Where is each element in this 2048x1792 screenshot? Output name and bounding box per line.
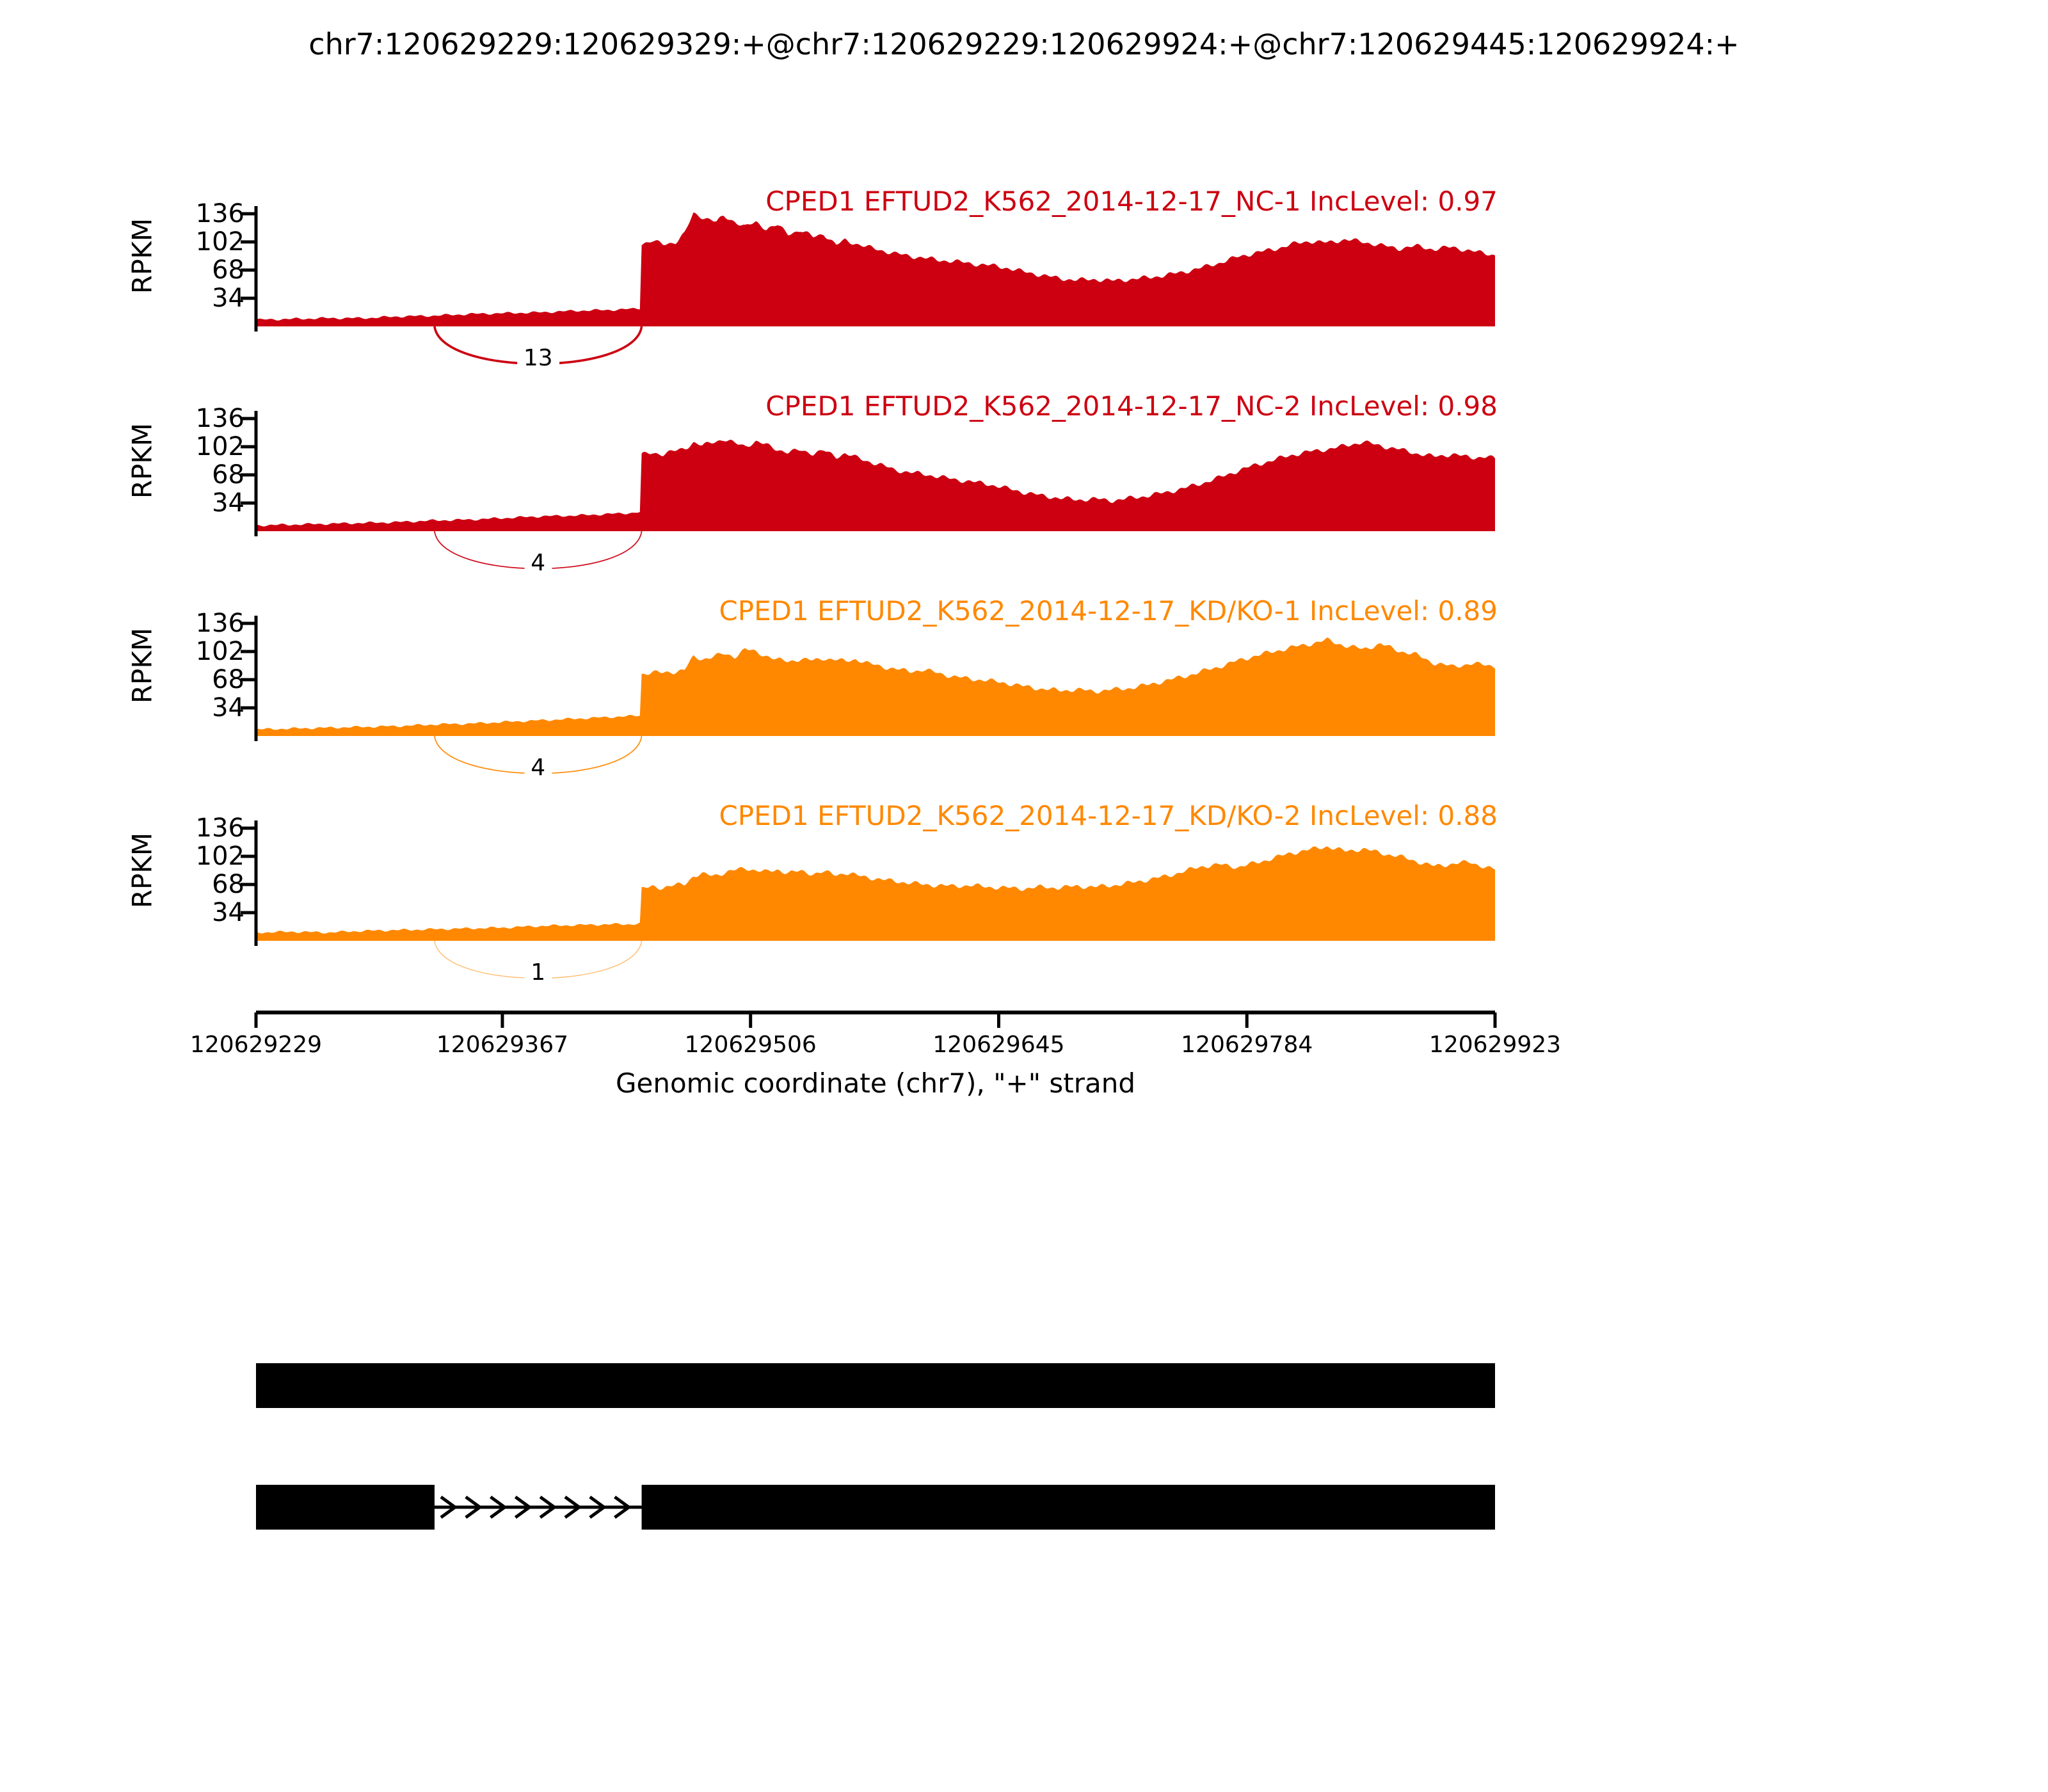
y-tick-label: 34: [212, 284, 244, 313]
track-label: CPED1 EFTUD2_K562_2014-12-17_KD/KO-2 Inc…: [719, 800, 1498, 831]
coverage-area-KD/KO-2: [256, 846, 1495, 941]
strand-arrow-icon: [514, 1495, 532, 1519]
coverage-area-NC-1: [256, 212, 1495, 326]
strand-arrow-icon: [490, 1495, 508, 1519]
x-tick-label: 120629645: [932, 1032, 1065, 1058]
y-tick-label: 136: [195, 813, 244, 843]
x-tick-label: 120629506: [684, 1032, 817, 1058]
coverage-area-KD/KO-1: [256, 637, 1495, 736]
y-tick-label: 68: [212, 255, 244, 285]
y-tick-label: 136: [195, 404, 244, 433]
strand-arrow-icon: [614, 1495, 632, 1519]
strand-arrow-icon: [539, 1495, 557, 1519]
x-tick-label: 120629923: [1428, 1032, 1562, 1058]
y-tick-label: 136: [195, 199, 244, 228]
y-tick-label: 102: [195, 637, 244, 666]
strand-arrow-icon: [564, 1495, 582, 1519]
y-tick-label: 68: [212, 460, 244, 490]
coverage-track-nc-2: CPED1 EFTUD2_K562_2014-12-17_NC-2 IncLev…: [0, 390, 2048, 608]
coverage-track-kdko-1: CPED1 EFTUD2_K562_2014-12-17_KD/KO-1 Inc…: [0, 595, 2048, 813]
strand-arrow-icon: [440, 1495, 458, 1519]
y-axis-label: RPKM: [126, 422, 158, 499]
exon-box-isoform-skipping: [256, 1485, 435, 1530]
track-label: CPED1 EFTUD2_K562_2014-12-17_NC-1 IncLev…: [765, 186, 1498, 217]
y-tick-label: 68: [212, 665, 244, 694]
x-tick-label: 120629784: [1181, 1032, 1313, 1058]
x-axis-title: Genomic coordinate (chr7), "+" strand: [615, 1068, 1136, 1099]
y-axis-label: RPKM: [126, 832, 158, 909]
track-label: CPED1 EFTUD2_K562_2014-12-17_KD/KO-1 Inc…: [719, 595, 1498, 627]
x-tick-label: 120629367: [436, 1032, 569, 1058]
junction-read-count: 13: [516, 346, 559, 371]
junction-read-count: 4: [524, 550, 552, 576]
y-tick-label: 136: [195, 609, 244, 638]
y-tick-label: 68: [212, 870, 244, 899]
y-axis-label: RPKM: [126, 627, 158, 704]
y-tick-label: 102: [195, 227, 244, 257]
x-tick-label: 120629229: [189, 1032, 323, 1058]
coverage-track-nc-1: CPED1 EFTUD2_K562_2014-12-17_NC-1 IncLev…: [0, 186, 2048, 403]
coverage-track-kdko-2: CPED1 EFTUD2_K562_2014-12-17_KD/KO-2 Inc…: [0, 800, 2048, 1018]
figure-title: chr7:120629229:120629329:+@chr7:12062922…: [308, 27, 1740, 61]
y-tick-label: 102: [195, 432, 244, 461]
junction-read-count: 1: [524, 960, 552, 986]
coverage-area-NC-2: [256, 440, 1495, 531]
y-axis-label: RPKM: [126, 218, 158, 294]
y-tick-label: 102: [195, 842, 244, 871]
strand-arrow-icon: [465, 1495, 483, 1519]
track-label: CPED1 EFTUD2_K562_2014-12-17_NC-2 IncLev…: [765, 390, 1498, 422]
strand-arrow-icon: [589, 1495, 607, 1519]
exon-box-isoform-inclusion: [256, 1363, 1495, 1408]
y-tick-label: 34: [212, 488, 244, 518]
exon-box-isoform-skipping: [641, 1485, 1495, 1530]
junction-read-count: 4: [524, 755, 552, 781]
y-tick-label: 34: [212, 898, 244, 927]
y-tick-label: 34: [212, 693, 244, 723]
